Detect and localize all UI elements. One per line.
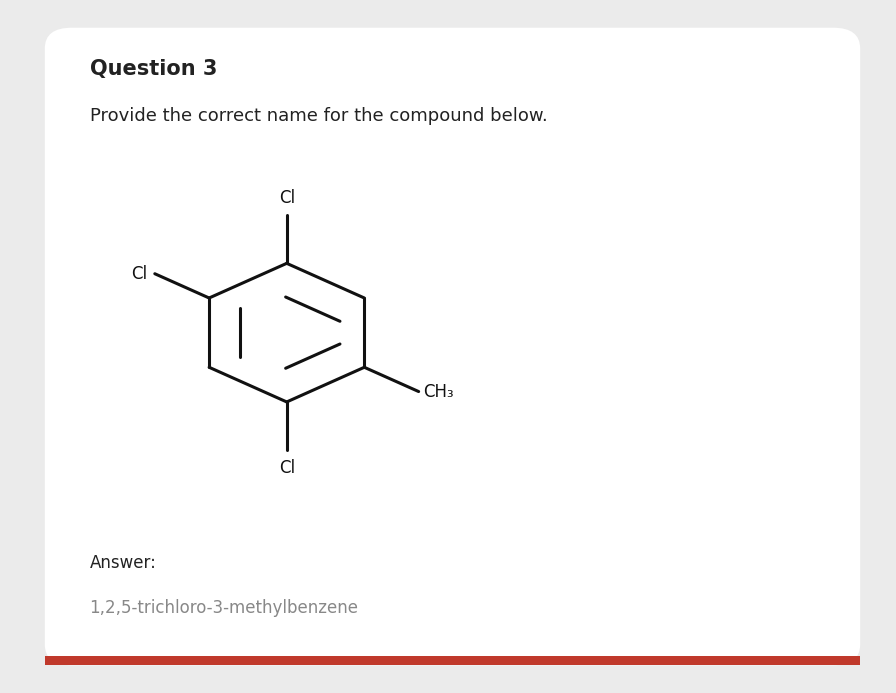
Text: Cl: Cl [132,265,148,283]
Text: Cl: Cl [279,188,295,207]
Text: Provide the correct name for the compound below.: Provide the correct name for the compoun… [90,107,547,125]
Text: Question 3: Question 3 [90,59,217,79]
FancyBboxPatch shape [45,28,860,665]
Text: Answer:: Answer: [90,554,157,572]
Bar [45,656,860,665]
Text: Cl: Cl [279,459,295,477]
Text: CH₃: CH₃ [423,383,453,401]
Text: 1,2,5-trichloro-3-methylbenzene: 1,2,5-trichloro-3-methylbenzene [90,599,358,617]
